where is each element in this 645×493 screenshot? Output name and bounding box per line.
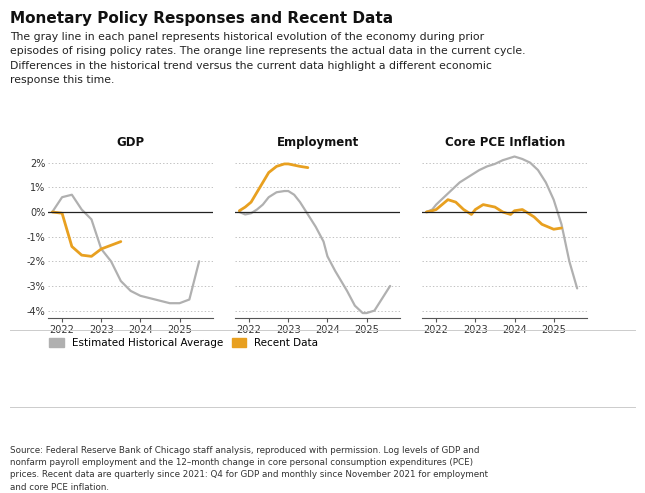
- Title: Core PCE Inflation: Core PCE Inflation: [444, 136, 565, 149]
- Title: Employment: Employment: [277, 136, 359, 149]
- Text: Source: Federal Reserve Bank of Chicago staff analysis, reproduced with permissi: Source: Federal Reserve Bank of Chicago …: [10, 446, 488, 492]
- Legend: Estimated Historical Average, Recent Data: Estimated Historical Average, Recent Dat…: [49, 338, 319, 348]
- Title: GDP: GDP: [117, 136, 144, 149]
- Text: The gray line in each panel represents historical evolution of the economy durin: The gray line in each panel represents h…: [10, 32, 526, 85]
- Text: Monetary Policy Responses and Recent Data: Monetary Policy Responses and Recent Dat…: [10, 11, 393, 26]
